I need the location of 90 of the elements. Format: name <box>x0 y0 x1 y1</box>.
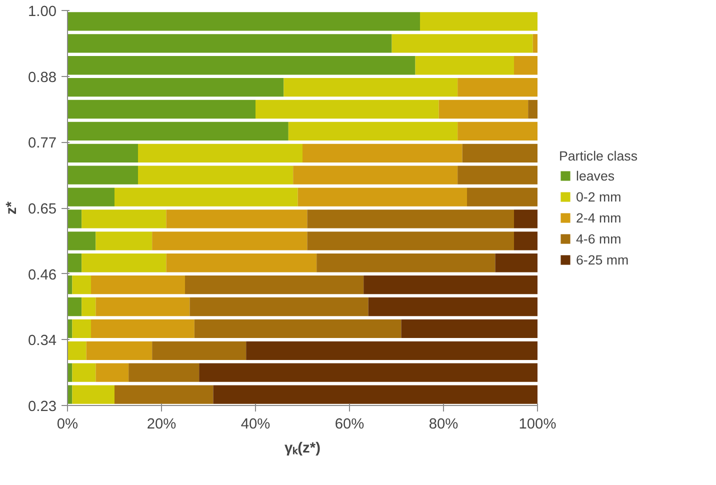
x-tick-label: 100% <box>518 416 556 432</box>
bar <box>288 122 458 141</box>
bar <box>152 232 308 250</box>
x-tick-label: 60% <box>334 416 364 432</box>
bar <box>114 385 214 404</box>
x-tick-label: 40% <box>240 416 270 432</box>
bar <box>68 100 256 119</box>
bar <box>138 144 302 162</box>
x-tick-label: 80% <box>428 416 458 432</box>
bar <box>96 232 152 250</box>
bar <box>68 341 86 360</box>
bar <box>495 254 538 272</box>
text: 0.46 <box>28 267 57 284</box>
bar <box>284 78 458 97</box>
bar <box>307 210 514 228</box>
bar <box>72 319 91 338</box>
bar <box>293 166 458 184</box>
bar <box>86 341 152 360</box>
bar <box>368 297 538 316</box>
y-axis-title: z* <box>4 201 20 215</box>
text: 0.23 <box>28 399 57 415</box>
bar <box>190 297 368 316</box>
bar <box>420 12 538 31</box>
bar <box>114 188 298 206</box>
bar <box>194 319 402 338</box>
bar <box>68 210 82 228</box>
bar <box>514 232 538 250</box>
bar <box>128 363 200 382</box>
bar <box>68 144 138 162</box>
bar <box>72 275 91 294</box>
bar <box>213 385 538 404</box>
bar <box>401 319 538 338</box>
legend-label: leaves <box>576 168 615 183</box>
bar <box>415 56 514 75</box>
text: 0.34 <box>28 333 57 350</box>
bar <box>68 188 114 206</box>
bar <box>72 363 96 382</box>
bar <box>246 341 538 360</box>
bar <box>458 166 538 184</box>
bar <box>166 210 308 228</box>
bar <box>532 34 538 53</box>
bar <box>256 100 439 119</box>
bar <box>458 78 538 97</box>
bar <box>68 122 288 141</box>
bar <box>82 254 166 272</box>
bar <box>307 232 514 250</box>
bar <box>392 34 533 53</box>
bar <box>316 254 496 272</box>
bar <box>462 144 538 162</box>
x-tick-label: 20% <box>146 416 176 432</box>
bar <box>138 166 294 184</box>
bar <box>91 275 185 294</box>
bar <box>514 210 538 228</box>
legend-label: 0-2 mm <box>576 189 622 204</box>
bar <box>68 56 416 75</box>
x-tick-label: 0% <box>56 416 78 432</box>
legend-label: 2-4 mm <box>576 210 622 225</box>
text: 0.77 <box>28 136 57 152</box>
bar <box>458 122 538 141</box>
legend-title: Particle class <box>559 148 638 163</box>
bar <box>298 188 467 206</box>
bar <box>68 254 82 272</box>
bar <box>82 210 166 228</box>
bar <box>68 297 82 316</box>
bar <box>528 100 538 119</box>
bar <box>185 275 364 294</box>
bar <box>68 232 96 250</box>
bar <box>68 12 420 31</box>
bar <box>96 297 190 316</box>
bar <box>96 363 129 382</box>
bar <box>91 319 194 338</box>
bar <box>467 188 538 206</box>
x-axis-title: γₖ(z*) <box>284 440 321 456</box>
bar <box>166 254 317 272</box>
text: 0.88 <box>28 70 57 86</box>
legend-label: 6-25 mm <box>576 252 629 267</box>
text: 1.00 <box>28 4 57 20</box>
bar <box>152 341 246 360</box>
bar <box>82 297 96 316</box>
bar <box>199 363 538 382</box>
bar <box>364 275 538 294</box>
bar <box>514 56 538 75</box>
bar <box>68 78 284 97</box>
bar <box>438 100 528 119</box>
bar <box>72 385 114 404</box>
legend-label: 4-6 mm <box>576 231 622 246</box>
bar <box>302 144 462 162</box>
bar <box>68 34 392 53</box>
text: 0.65 <box>28 202 57 218</box>
bar <box>68 166 138 184</box>
